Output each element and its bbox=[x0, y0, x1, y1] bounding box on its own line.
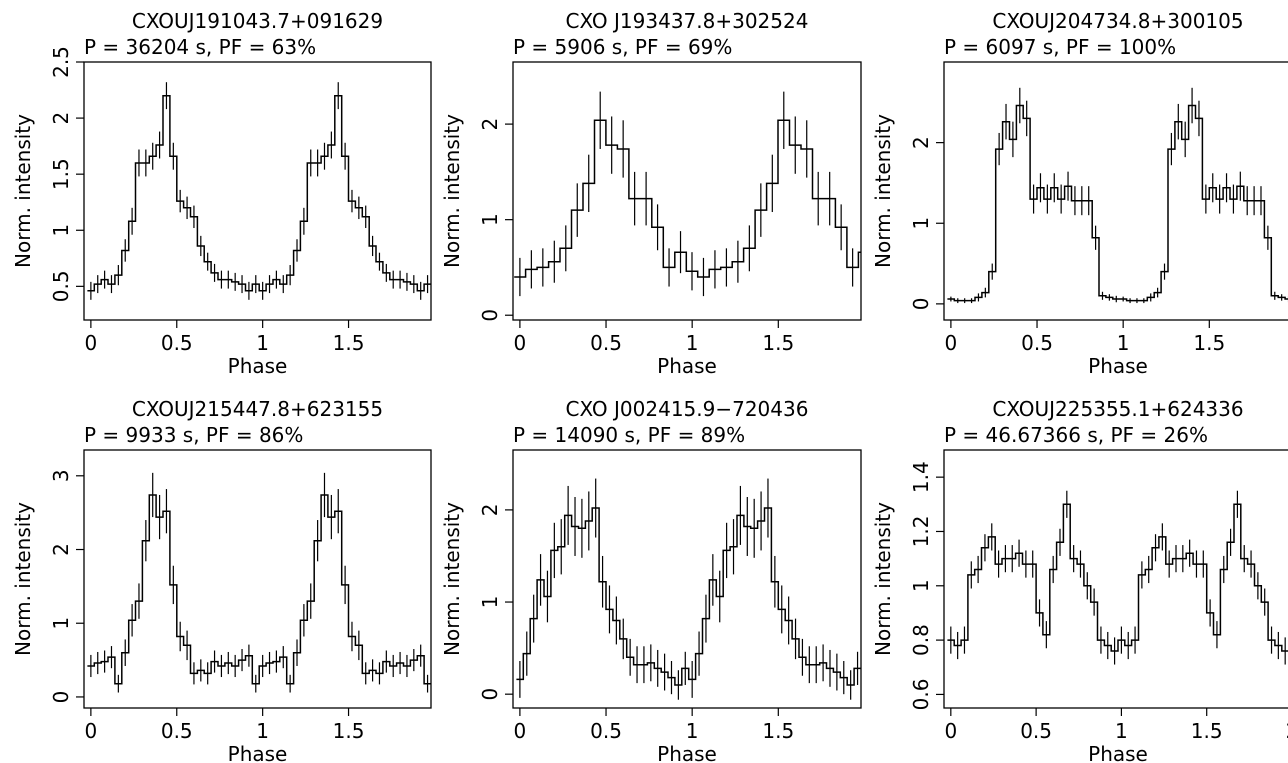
step-line bbox=[947, 503, 1288, 652]
x-tick-label: 1 bbox=[686, 719, 699, 743]
x-tick-label: 1 bbox=[1117, 331, 1130, 355]
plot-frame bbox=[943, 449, 1288, 709]
y-tick-label: 1.2 bbox=[909, 516, 933, 548]
step-line bbox=[87, 94, 431, 292]
y-tick-label: 0 bbox=[478, 688, 502, 701]
x-tick-label: 0.5 bbox=[590, 719, 622, 743]
x-tick-label: 0.5 bbox=[161, 331, 193, 355]
x-tick-label: 1 bbox=[1115, 719, 1128, 743]
y-axis-label: Norm. intensity bbox=[871, 114, 895, 268]
y-tick-label: 1.4 bbox=[909, 461, 933, 493]
step-line bbox=[947, 104, 1288, 302]
x-tick-label: 0 bbox=[944, 719, 957, 743]
y-tick-label: 0.6 bbox=[909, 679, 933, 711]
light-curve bbox=[947, 87, 1288, 304]
y-tick-label: 1 bbox=[478, 596, 502, 609]
y-tick-label: 0 bbox=[478, 309, 502, 322]
x-tick-label: 1.5 bbox=[1193, 331, 1225, 355]
panel-subtitle: P = 6097 s, PF = 100% bbox=[944, 35, 1176, 59]
x-axis-label: Phase bbox=[228, 354, 288, 378]
y-tick-label: 2 bbox=[478, 504, 502, 517]
y-tick-label: 2 bbox=[49, 543, 73, 556]
y-tick-label: 0 bbox=[909, 298, 933, 311]
x-tick-label: 0 bbox=[514, 719, 527, 743]
y-tick-label: 2 bbox=[478, 118, 502, 131]
y-tick-label: 2 bbox=[49, 112, 73, 125]
x-axis-label: Phase bbox=[657, 742, 717, 763]
step-line bbox=[514, 119, 861, 278]
panel-title: CXO J002415.9−720436 bbox=[566, 397, 809, 421]
y-tick-label: 3 bbox=[49, 469, 73, 482]
y-tick-label: 1.5 bbox=[49, 158, 73, 190]
panel-title: CXOUJ215447.8+623155 bbox=[132, 397, 383, 421]
light-curve bbox=[87, 472, 431, 693]
y-tick-label: 1 bbox=[909, 217, 933, 230]
y-axis-label: Norm. intensity bbox=[440, 114, 464, 268]
x-tick-label: 0 bbox=[85, 331, 98, 355]
y-tick-label: 0.8 bbox=[909, 624, 933, 656]
light-curve bbox=[514, 91, 861, 297]
y-axis-label: Norm. intensity bbox=[11, 502, 35, 656]
x-axis-label: Phase bbox=[1088, 742, 1148, 763]
step-line bbox=[87, 494, 431, 685]
x-tick-label: 1.5 bbox=[333, 719, 365, 743]
panel-subtitle: P = 14090 s, PF = 89% bbox=[513, 423, 745, 447]
y-tick-label: 1 bbox=[478, 213, 502, 226]
panel-title: CXOUJ225355.1+624336 bbox=[992, 397, 1243, 421]
x-tick-label: 1 bbox=[256, 719, 269, 743]
x-axis-label: Phase bbox=[1088, 354, 1148, 378]
x-tick-label: 1.5 bbox=[333, 331, 365, 355]
light-curve bbox=[87, 82, 431, 300]
plot-frame bbox=[512, 61, 862, 321]
panel-subtitle: P = 5906 s, PF = 69% bbox=[513, 35, 732, 59]
light-curve bbox=[947, 490, 1288, 665]
plot-frame bbox=[83, 61, 432, 321]
y-axis-label: Norm. intensity bbox=[11, 114, 35, 268]
panel-title: CXO J193437.8+302524 bbox=[566, 9, 809, 33]
x-tick-label: 2 bbox=[1286, 719, 1288, 743]
x-axis-label: Phase bbox=[657, 354, 717, 378]
x-tick-label: 0 bbox=[85, 719, 98, 743]
x-tick-label: 1.5 bbox=[762, 331, 794, 355]
y-axis-label: Norm. intensity bbox=[871, 502, 895, 656]
x-tick-label: 0.5 bbox=[161, 719, 193, 743]
x-axis-label: Phase bbox=[228, 742, 288, 763]
x-tick-label: 1 bbox=[256, 331, 269, 355]
step-line bbox=[516, 507, 861, 686]
plot-frame bbox=[943, 61, 1288, 321]
y-tick-label: 1 bbox=[49, 224, 73, 237]
x-tick-label: 0.5 bbox=[1021, 331, 1053, 355]
x-tick-label: 0 bbox=[945, 331, 958, 355]
x-tick-label: 1.5 bbox=[1191, 719, 1223, 743]
x-tick-label: 0.5 bbox=[590, 331, 622, 355]
x-tick-label: 0 bbox=[514, 331, 527, 355]
panel-title: CXOUJ204734.8+300105 bbox=[992, 9, 1243, 33]
plot-frame bbox=[83, 449, 432, 709]
x-tick-label: 0.5 bbox=[1020, 719, 1052, 743]
panel-title: CXOUJ191043.7+091629 bbox=[132, 9, 383, 33]
y-tick-label: 1 bbox=[909, 579, 933, 592]
x-tick-label: 1 bbox=[686, 331, 699, 355]
panel-subtitle: P = 36204 s, PF = 63% bbox=[84, 35, 316, 59]
plot-frame bbox=[512, 449, 862, 709]
x-tick-label: 1.5 bbox=[762, 719, 794, 743]
light-curve bbox=[516, 478, 861, 700]
y-tick-label: 0.5 bbox=[49, 270, 73, 302]
panel-subtitle: P = 9933 s, PF = 86% bbox=[84, 423, 303, 447]
y-tick-label: 2.5 bbox=[49, 46, 73, 78]
y-tick-label: 2 bbox=[909, 136, 933, 149]
panel-subtitle: P = 46.67366 s, PF = 26% bbox=[944, 423, 1208, 447]
y-tick-label: 0 bbox=[49, 691, 73, 704]
y-tick-label: 1 bbox=[49, 617, 73, 630]
y-axis-label: Norm. intensity bbox=[440, 502, 464, 656]
